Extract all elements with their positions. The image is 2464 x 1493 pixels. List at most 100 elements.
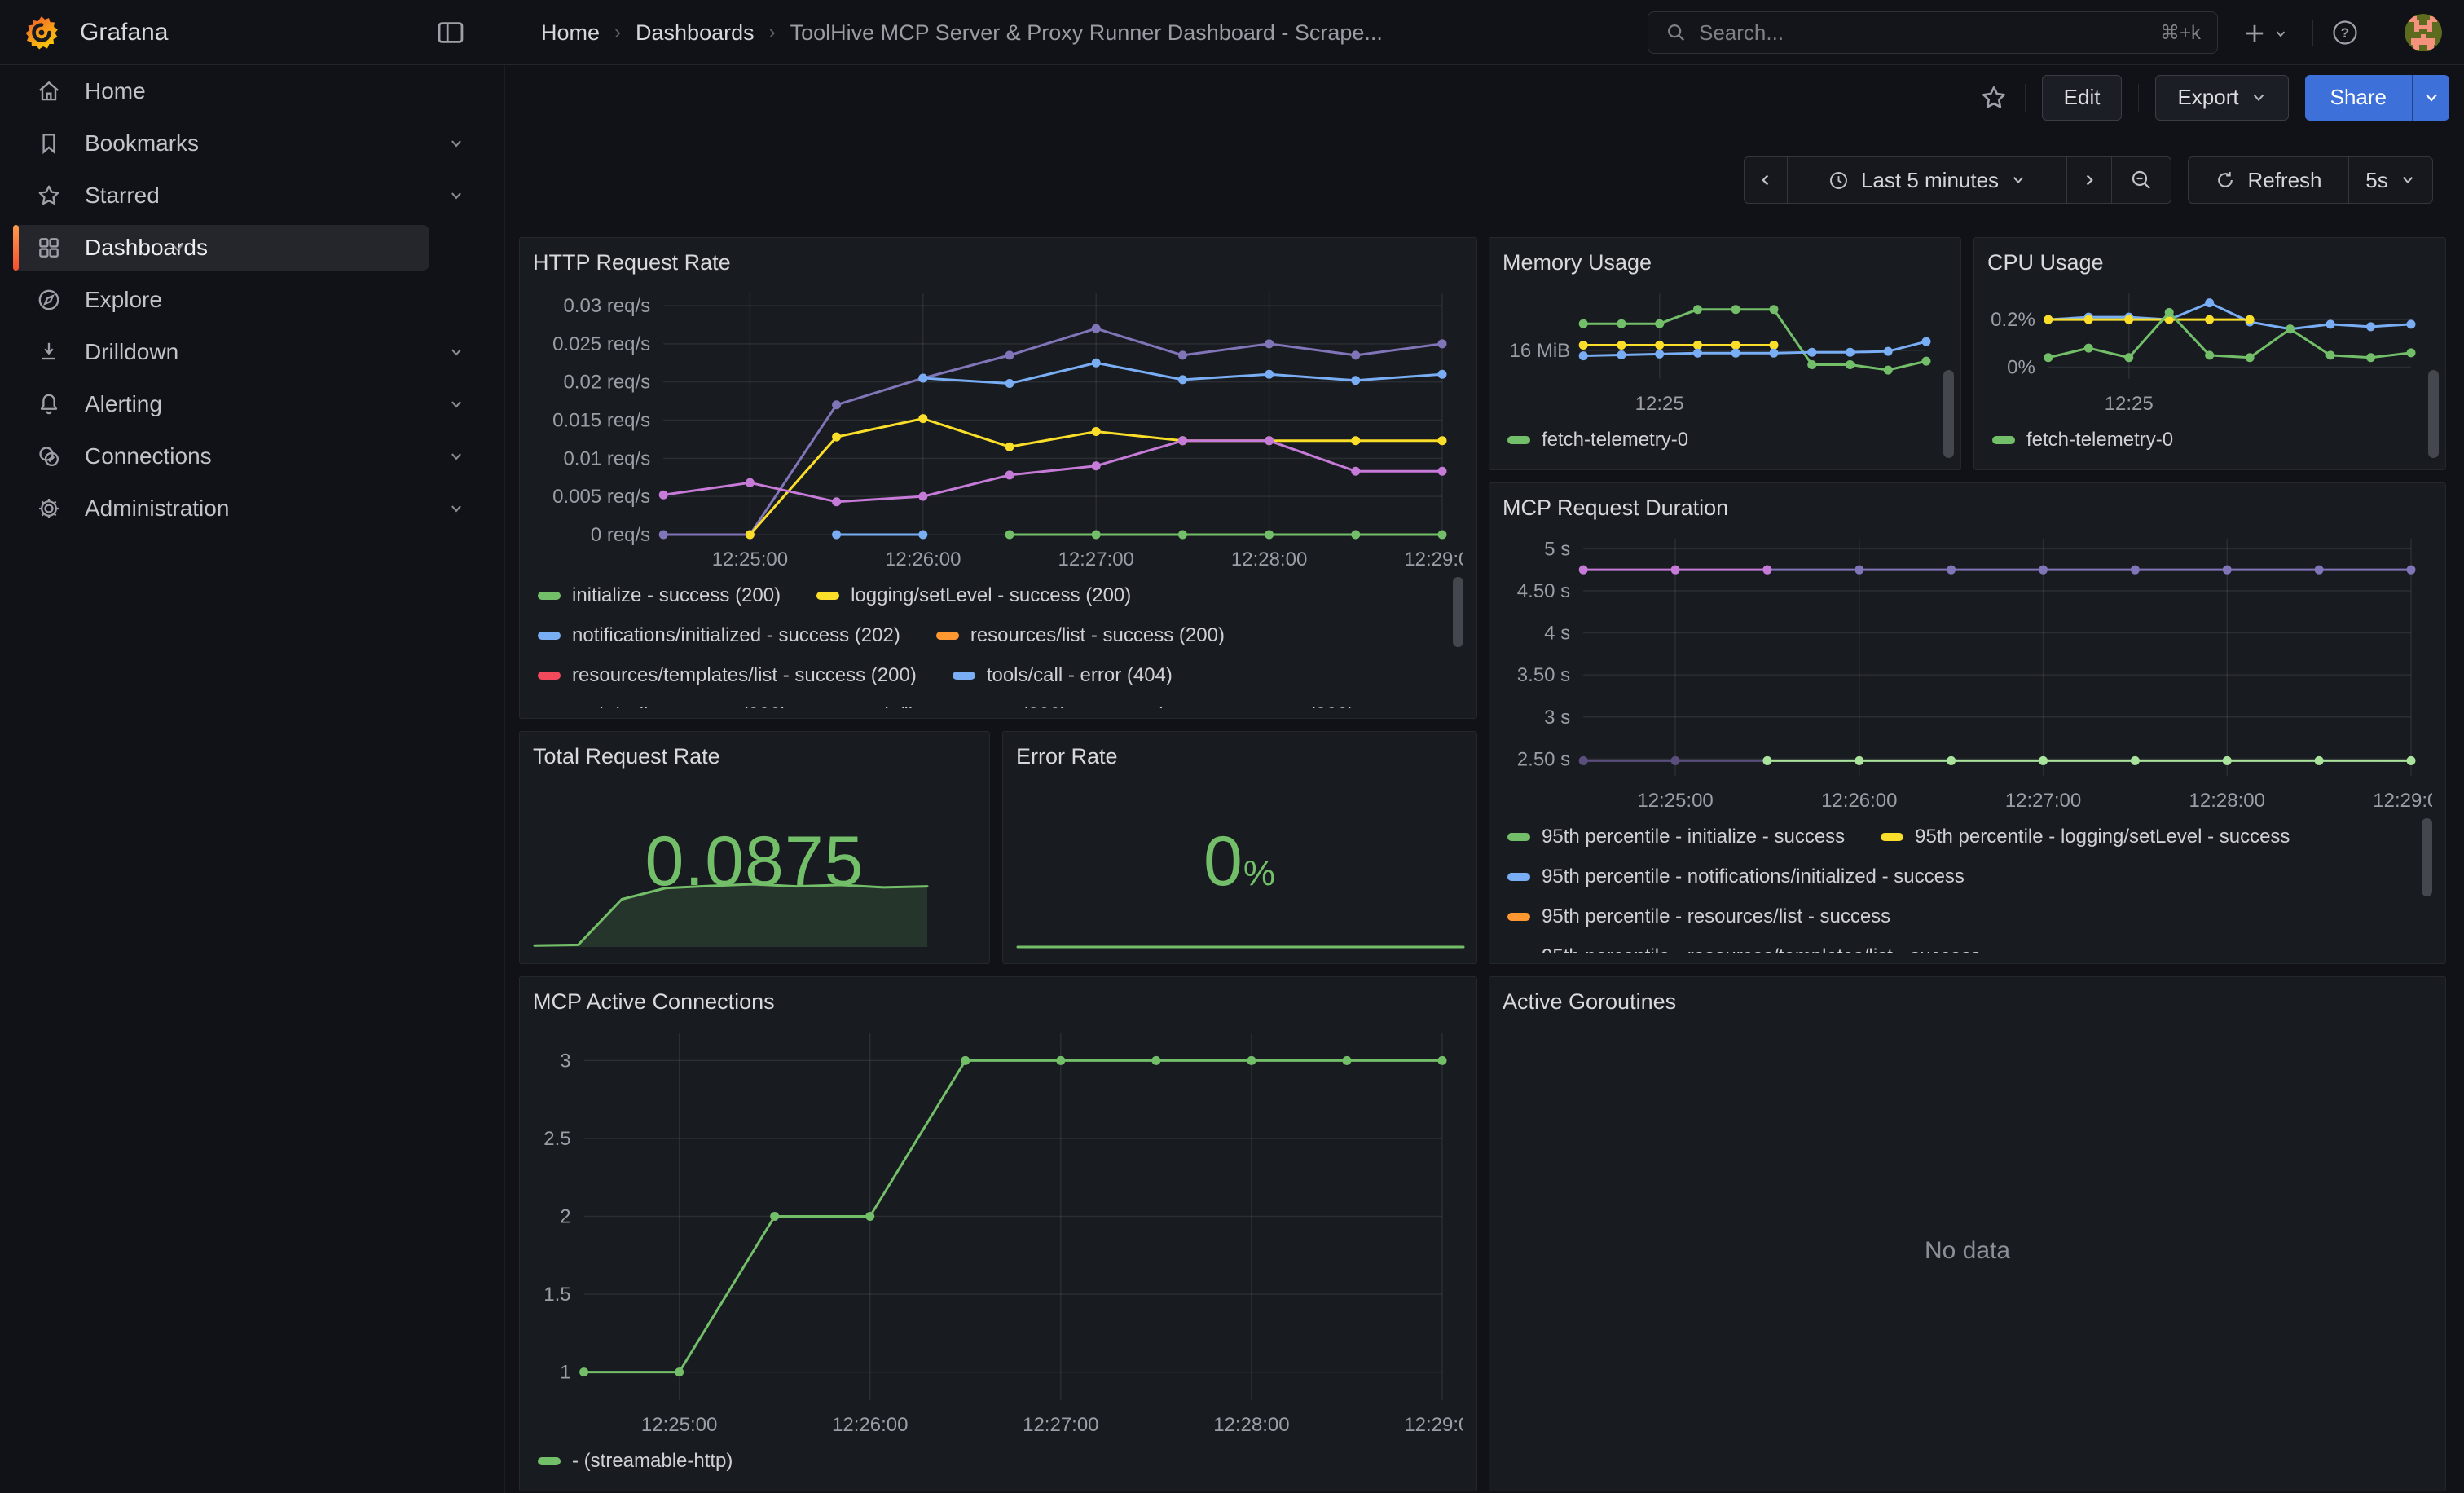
toolbar-divider — [2138, 83, 2140, 112]
legend-scrollbar-thumb[interactable] — [2428, 370, 2439, 458]
legend-scrollbar-thumb[interactable] — [2422, 818, 2432, 896]
panel-title[interactable]: CPU Usage — [1987, 244, 2432, 282]
legend-item[interactable]: 95th percentile - logging/setLevel - suc… — [1881, 826, 2290, 848]
time-shift-forward-button[interactable] — [2066, 156, 2112, 204]
panel-title[interactable]: MCP Active Connections — [533, 984, 1463, 1021]
sidebar-item-starred[interactable]: Starred — [0, 170, 504, 222]
svg-text:3: 3 — [560, 1050, 570, 1072]
chevron-right-icon — [2086, 174, 2093, 186]
chevron-down-icon — [451, 505, 461, 513]
panel-title[interactable]: Active Goroutines — [1503, 984, 2432, 1021]
mcp-active-connections-chart[interactable]: 12:25:00 12:26:00 12:27:00 12:28:00 12:29:00… — [533, 1021, 1463, 1441]
legend-series-color — [538, 1456, 561, 1465]
star-icon — [38, 185, 59, 205]
svg-text:0 req/s: 0 req/s — [591, 524, 650, 546]
legend-item[interactable]: notifications/initialized - success (202… — [538, 624, 900, 647]
legend-series-label: resources/templates/list - success (200) — [572, 663, 917, 686]
panel-mcp-request-duration: MCP Request Duration 12:25:00 12:26:00 12:… — [1489, 482, 2446, 964]
legend-item[interactable]: resources/list - success (200) — [935, 624, 1225, 647]
add-chevron-down-icon[interactable] — [2272, 25, 2290, 43]
zoom-out-button[interactable] — [2111, 156, 2171, 204]
legend-item[interactable]: tools/call - success (200) — [538, 704, 787, 709]
legend-item[interactable]: 95th percentile - resources/list - succe… — [1507, 905, 1890, 928]
legend-item[interactable]: fetch-telemetry-0 — [1992, 429, 2173, 451]
share-menu-chevron[interactable] — [2412, 74, 2449, 121]
legend-item[interactable]: resources/templates/list - success (200) — [538, 664, 917, 687]
search-input[interactable] — [1699, 20, 2149, 46]
legend-series-label: 95th percentile - resources/list - succe… — [1542, 905, 1891, 927]
svg-text:12:25:00: 12:25:00 — [641, 1414, 717, 1436]
share-button[interactable]: Share — [2304, 74, 2412, 121]
svg-text:12:26:00: 12:26:00 — [1821, 790, 1897, 812]
sidebar-item-connections[interactable]: Connections — [0, 430, 504, 482]
search-input-wrap[interactable]: ⌘+k — [1648, 11, 2218, 54]
chart-legend: 95th percentile - initialize - success 95… — [1503, 817, 2432, 953]
breadcrumb-dashboards[interactable]: Dashboards — [636, 20, 755, 45]
share-button-label: Share — [2330, 85, 2387, 109]
sidebar-item-label: Dashboards — [85, 235, 208, 260]
svg-text:12:29:00: 12:29:00 — [1404, 1414, 1463, 1436]
error-rate-sparkline[interactable] — [1016, 932, 1465, 953]
sidebar-item-home[interactable]: Home — [0, 65, 504, 117]
legend-item[interactable]: - (streamable-http) — [538, 1450, 733, 1473]
memory-usage-chart[interactable]: 12:25 16 MiB — [1503, 282, 1947, 420]
svg-text:12:28:00: 12:28:00 — [2189, 790, 2265, 812]
refresh-interval-label: 5s — [2365, 167, 2388, 192]
svg-text:16 MiB: 16 MiB — [1509, 340, 1570, 362]
legend-item[interactable]: tools/list - success (200) — [823, 704, 1067, 709]
breadcrumb-home[interactable]: Home — [541, 20, 601, 45]
legend-item[interactable]: initialize - success (200) — [538, 584, 781, 607]
panel-memory-usage: Memory Usage 12:25 16 MiB fetch-telemetry… — [1489, 237, 1961, 470]
cpu-usage-chart[interactable]: 12:25 0.2% 0% — [1987, 282, 2432, 420]
legend-scrollbar-thumb[interactable] — [1943, 370, 1954, 458]
legend-series-color — [1507, 435, 1530, 444]
legend-series-color — [1507, 832, 1530, 841]
legend-item[interactable]: logging/setLevel - success (200) — [816, 584, 1131, 607]
favorite-star-icon[interactable] — [1979, 83, 2009, 112]
edit-button[interactable]: Edit — [2041, 74, 2123, 121]
time-shift-back-button[interactable] — [1744, 156, 1788, 204]
panel-title[interactable]: Error Rate — [1016, 738, 1463, 776]
chevron-down-icon — [451, 192, 461, 200]
panel-title[interactable]: MCP Request Duration — [1503, 490, 2432, 527]
legend-scrollbar-thumb[interactable] — [1453, 577, 1463, 647]
sidebar-item-label: Drilldown — [85, 339, 179, 364]
grafana-logo-icon[interactable] — [23, 14, 60, 51]
legend-item[interactable]: 95th percentile - resources/templates/li… — [1507, 945, 1981, 953]
sidebar-item-dashboards[interactable]: Dashboards — [0, 222, 504, 274]
add-button[interactable] — [2241, 20, 2268, 47]
svg-text:0.01 req/s: 0.01 req/s — [563, 447, 650, 469]
refresh-button[interactable]: Refresh — [2188, 156, 2349, 204]
chevron-down-icon — [451, 140, 461, 148]
legend-item[interactable]: 95th percentile - initialize - success — [1507, 826, 1845, 848]
svg-text:12:25:00: 12:25:00 — [712, 548, 788, 570]
sidebar-item-bookmarks[interactable]: Bookmarks — [0, 117, 504, 170]
panel-title[interactable]: Total Request Rate — [533, 738, 976, 776]
legend-series-label: unknown - success (200) — [1137, 704, 1355, 709]
legend-series-label: initialize - success (200) — [572, 584, 781, 606]
chevron-down-icon — [451, 349, 461, 356]
sidebar-toggle-icon[interactable] — [435, 17, 466, 48]
sidebar-item-alerting[interactable]: Alerting — [0, 378, 504, 430]
user-avatar[interactable] — [2405, 14, 2442, 51]
legend-item[interactable]: unknown - success (200) — [1103, 704, 1355, 709]
sidebar-item-explore[interactable]: Explore — [0, 274, 504, 326]
sidebar-item-drilldown[interactable]: Drilldown — [0, 326, 504, 378]
help-icon[interactable]: ? — [2330, 18, 2360, 47]
export-button[interactable]: Export — [2155, 74, 2289, 121]
time-range-picker[interactable]: Last 5 minutes — [1787, 156, 2067, 204]
refresh-icon — [2218, 172, 2233, 187]
panel-title[interactable]: Memory Usage — [1503, 244, 1947, 282]
refresh-interval-picker[interactable]: 5s — [2348, 156, 2433, 204]
chart-legend: initialize - success (200) logging/setLev… — [533, 575, 1463, 708]
http-request-rate-chart[interactable]: 12:25:00 12:26:00 12:27:00 12:28:00 12:29:00… — [533, 282, 1463, 575]
panel-title[interactable]: HTTP Request Rate — [533, 244, 1463, 282]
total-request-rate-sparkline[interactable] — [533, 868, 929, 953]
legend-item[interactable]: 95th percentile - notifications/initiali… — [1507, 865, 1965, 888]
panel-http-request-rate: HTTP Request Rate 12:25:00 12:26:00 12:27:… — [519, 237, 1477, 719]
mcp-request-duration-chart[interactable]: 12:25:00 12:26:00 12:27:00 12:28:00 12:29:00… — [1503, 527, 2432, 817]
sidebar-item-administration[interactable]: Administration — [0, 482, 504, 535]
legend-item[interactable]: tools/call - error (404) — [952, 664, 1173, 687]
legend-row: 95th percentile - resources/templates/li… — [1503, 936, 2432, 953]
legend-item[interactable]: fetch-telemetry-0 — [1507, 429, 1688, 451]
